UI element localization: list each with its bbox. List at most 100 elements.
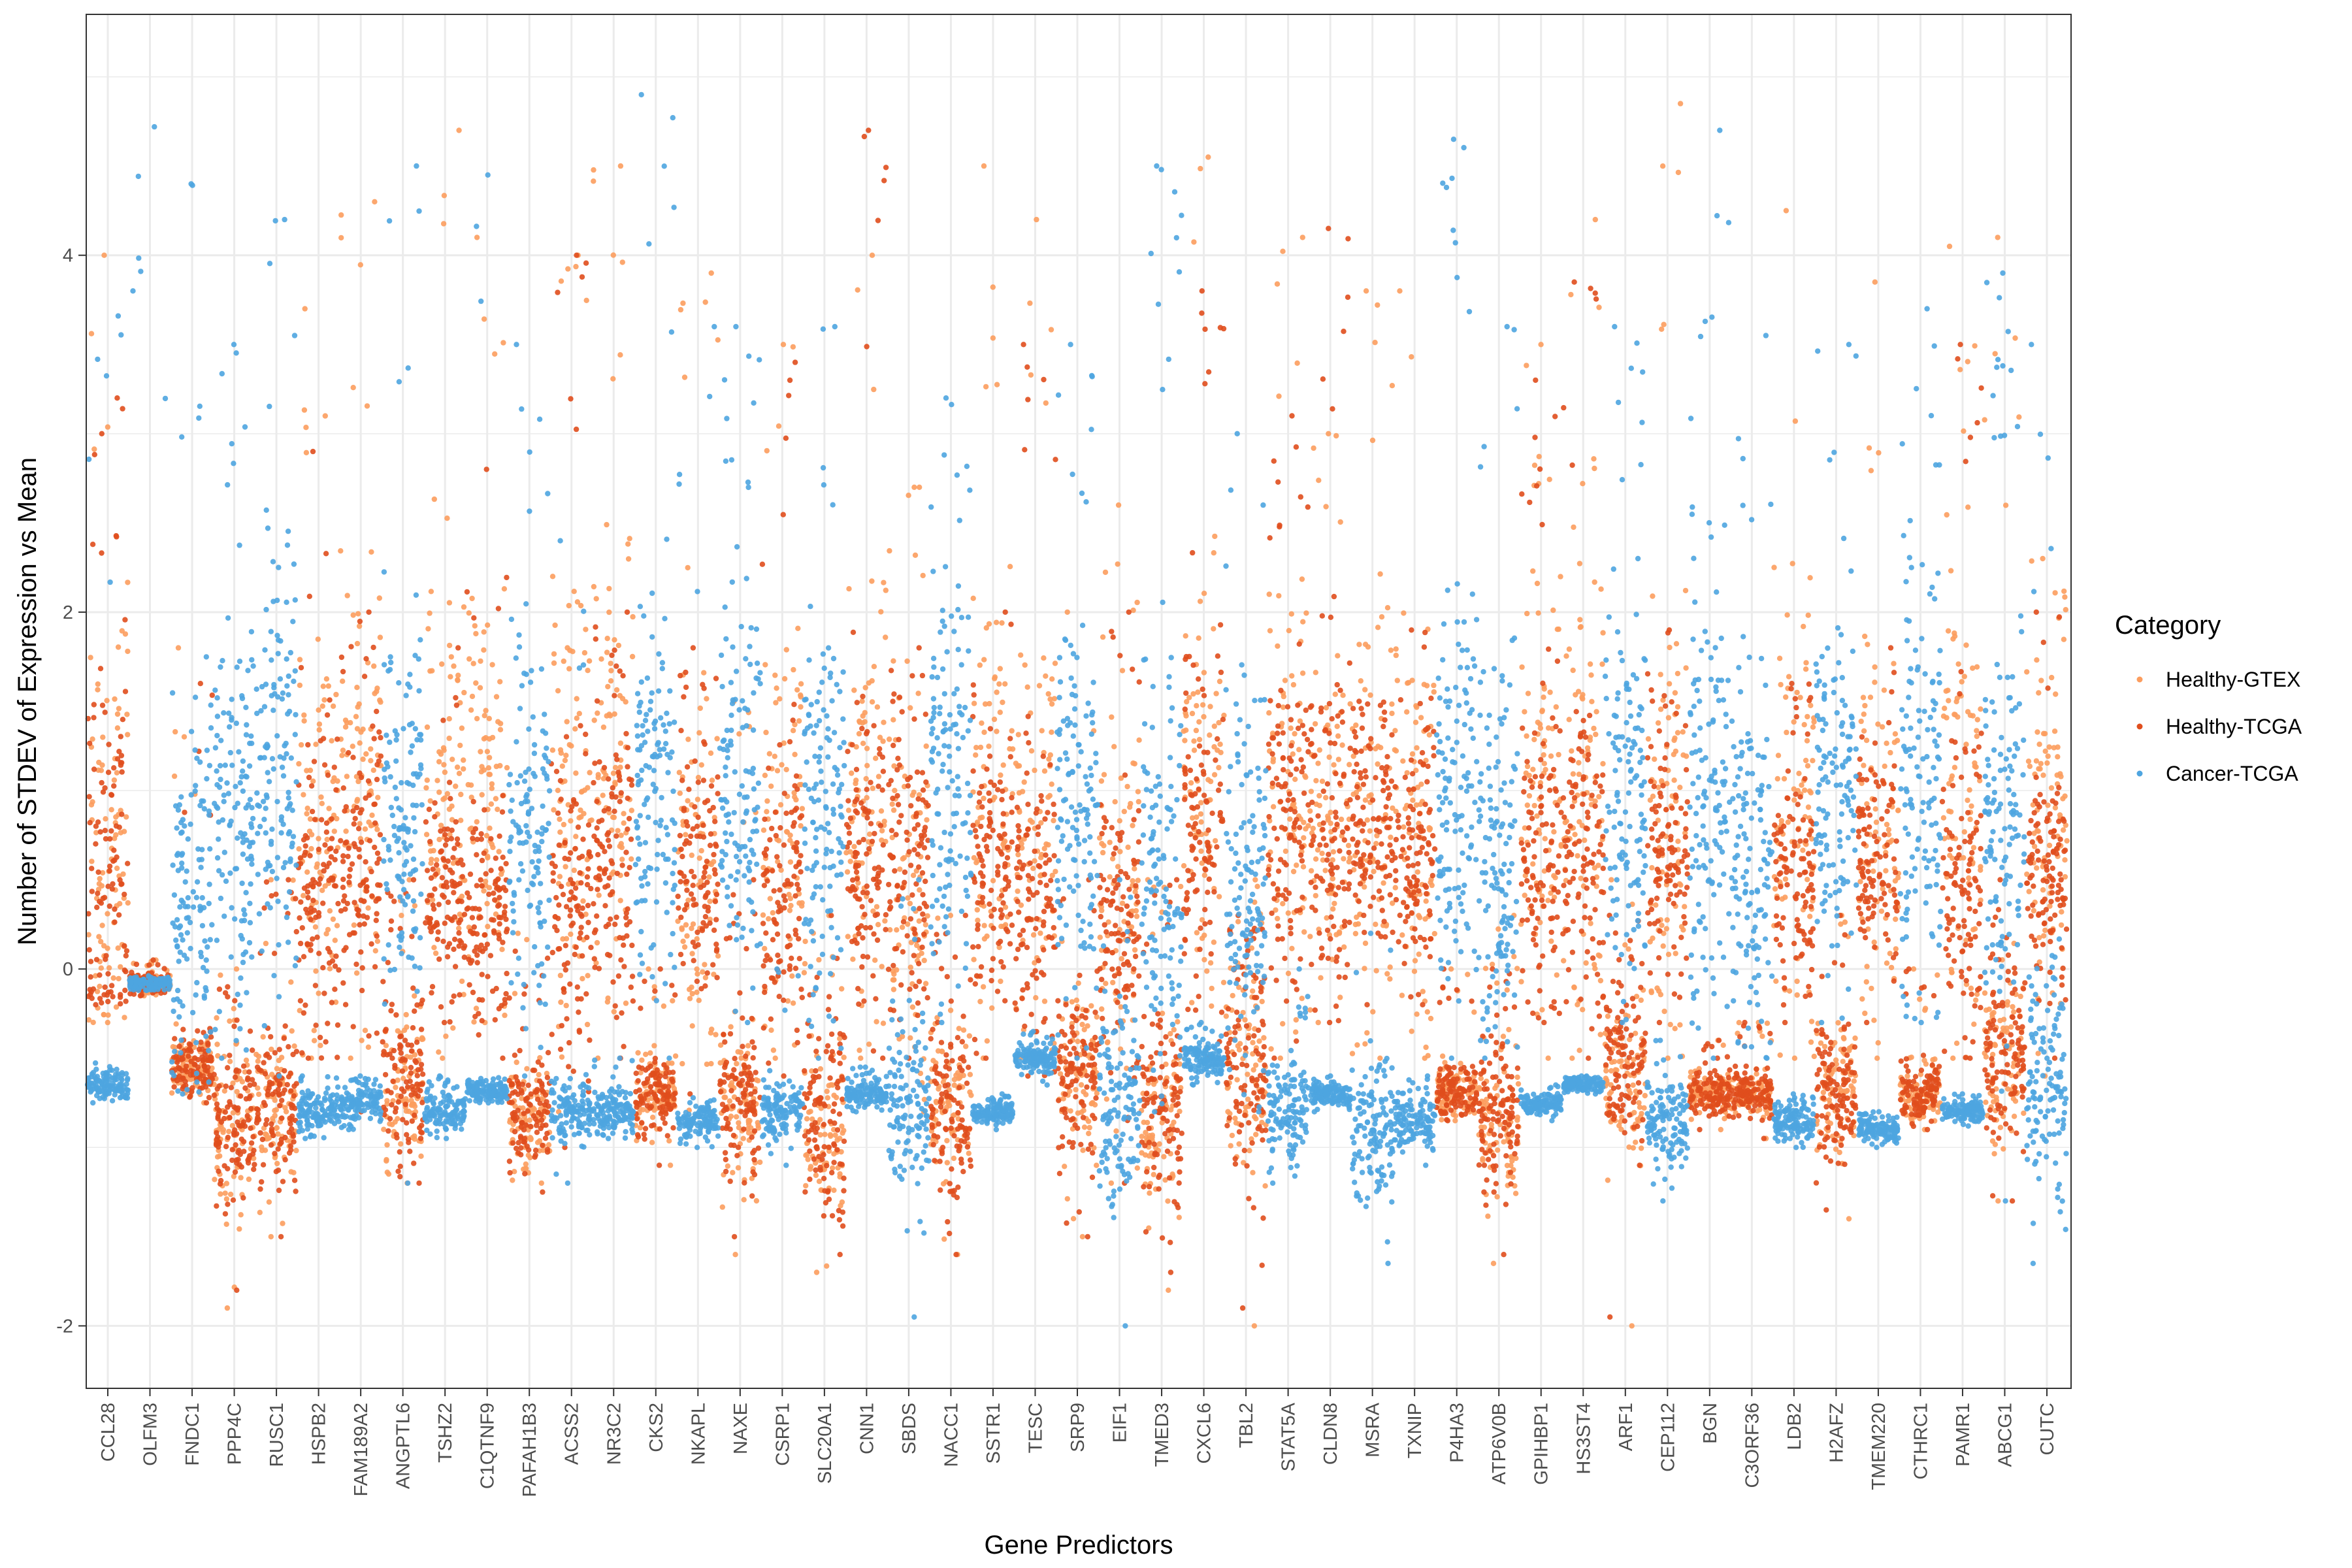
data-point	[486, 715, 492, 722]
data-point	[424, 777, 430, 783]
data-point	[1341, 944, 1347, 950]
data-point	[268, 1233, 274, 1240]
data-point	[1542, 836, 1548, 841]
data-point	[1201, 956, 1207, 963]
data-point	[753, 1198, 760, 1204]
data-point	[1326, 431, 1331, 436]
data-point	[474, 819, 480, 825]
data-point	[260, 1162, 267, 1168]
data-point	[1882, 763, 1887, 770]
data-point	[312, 924, 319, 930]
data-point	[1198, 848, 1204, 855]
data-point	[298, 742, 304, 748]
data-point	[486, 755, 493, 760]
data-point	[561, 658, 566, 664]
data-point	[1968, 803, 1974, 809]
data-point	[804, 1116, 810, 1122]
data-point	[315, 636, 321, 642]
data-point	[982, 701, 988, 707]
data-point	[617, 163, 624, 169]
data-point	[233, 966, 240, 972]
data-point	[1616, 1122, 1622, 1129]
data-point	[875, 774, 882, 779]
data-point	[95, 869, 101, 875]
data-point	[562, 757, 568, 764]
data-point	[1134, 599, 1140, 606]
data-point	[88, 331, 95, 336]
data-point	[1236, 1141, 1242, 1147]
data-point	[223, 1221, 229, 1228]
data-point	[1495, 1147, 1501, 1153]
data-point	[1313, 892, 1319, 899]
data-point	[917, 484, 923, 490]
data-point	[2017, 993, 2023, 1000]
data-point	[2058, 922, 2065, 928]
data-point	[683, 832, 689, 838]
data-point	[431, 496, 437, 502]
data-point	[2012, 1098, 2019, 1104]
data-point	[981, 936, 988, 942]
data-point	[1673, 951, 1678, 956]
data-point	[288, 1088, 294, 1094]
data-point	[1015, 851, 1021, 858]
data-point	[768, 1027, 774, 1034]
data-point	[281, 1036, 287, 1041]
data-point	[1230, 992, 1235, 999]
data-point	[436, 789, 442, 795]
data-point	[488, 801, 495, 807]
data-point	[229, 1147, 235, 1152]
data-point	[792, 794, 798, 800]
data-point	[368, 549, 374, 555]
data-point	[500, 340, 506, 346]
data-point	[1800, 847, 1806, 853]
data-point	[212, 1177, 218, 1183]
data-point	[2062, 594, 2068, 600]
data-point	[621, 820, 627, 826]
data-point	[1037, 930, 1043, 936]
data-point	[1254, 883, 1260, 890]
data-point	[992, 676, 998, 681]
data-point	[2021, 1110, 2027, 1117]
data-point	[600, 792, 606, 798]
data-point	[259, 1179, 265, 1185]
data-point	[469, 693, 476, 700]
data-point	[1372, 340, 1378, 346]
data-point	[1805, 713, 1810, 720]
data-point	[1119, 956, 1124, 962]
data-point	[440, 796, 446, 802]
data-point	[329, 1000, 335, 1005]
data-point	[99, 431, 105, 436]
data-point	[1110, 979, 1116, 986]
data-point	[1285, 910, 1292, 916]
data-point	[274, 1160, 280, 1167]
data-point	[612, 764, 619, 771]
data-point	[1088, 1101, 1094, 1107]
data-point	[1593, 709, 1599, 715]
data-point	[293, 896, 299, 902]
data-point	[1130, 760, 1136, 766]
data-point	[551, 807, 557, 813]
data-point	[1200, 702, 1206, 708]
data-point	[269, 893, 274, 899]
data-point	[485, 923, 491, 930]
data-point	[2063, 607, 2068, 613]
data-point	[1826, 1097, 1833, 1103]
data-point	[257, 1130, 263, 1136]
data-point	[870, 785, 876, 791]
data-point	[335, 900, 341, 907]
data-point	[99, 550, 105, 556]
data-point	[1881, 687, 1887, 693]
data-point	[481, 316, 487, 322]
data-point	[1989, 1138, 1996, 1144]
data-point	[563, 936, 570, 942]
data-point	[299, 1050, 305, 1056]
data-point	[1674, 730, 1681, 736]
data-point	[869, 252, 875, 258]
data-point	[1256, 1038, 1262, 1044]
data-point	[745, 1043, 751, 1049]
data-point	[1292, 730, 1298, 737]
data-point	[370, 767, 376, 774]
data-point	[2042, 730, 2048, 737]
data-point	[1371, 868, 1377, 875]
data-point	[169, 1090, 175, 1096]
